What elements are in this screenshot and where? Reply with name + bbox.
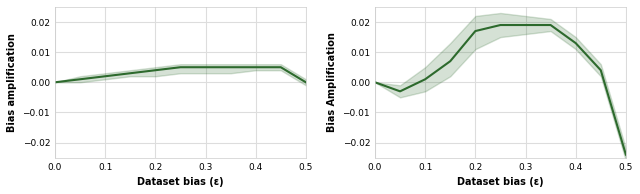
Y-axis label: Bias amplification: Bias amplification (7, 33, 17, 132)
Y-axis label: Bias Amplification: Bias Amplification (327, 32, 337, 132)
X-axis label: Dataset bias (ε): Dataset bias (ε) (457, 177, 544, 187)
X-axis label: Dataset bias (ε): Dataset bias (ε) (137, 177, 224, 187)
